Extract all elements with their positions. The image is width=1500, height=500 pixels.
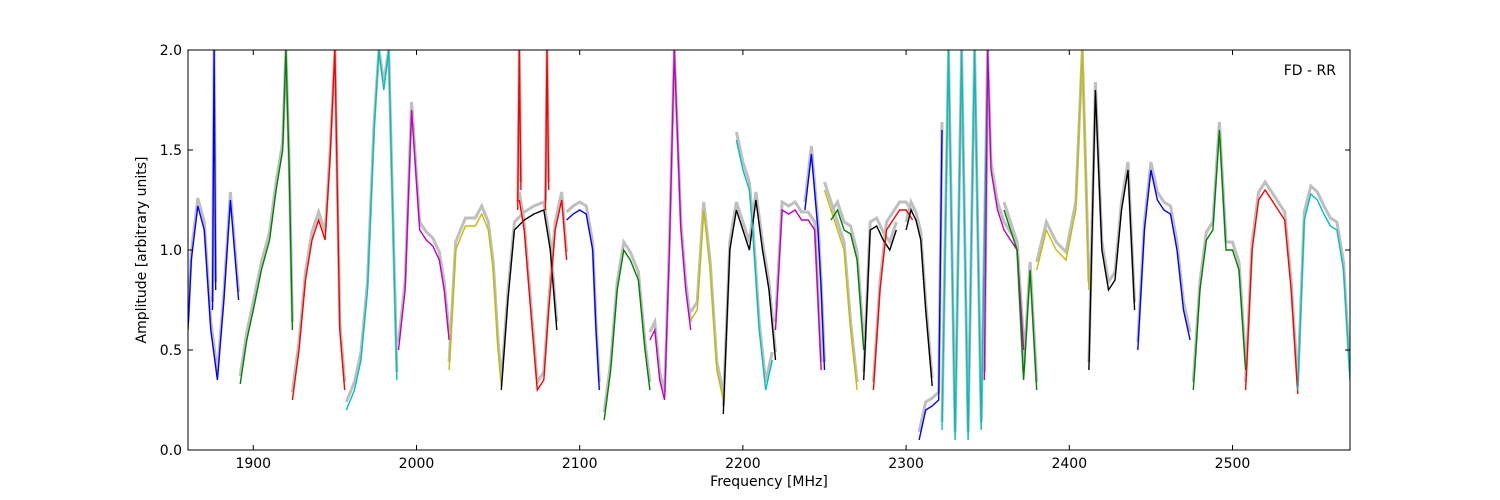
series-line-20 — [823, 189, 858, 391]
series-line-6 — [397, 109, 450, 351]
series-line-30 — [1088, 89, 1136, 371]
series-line-33 — [1244, 188, 1299, 395]
series-line-25 — [918, 129, 943, 441]
y-tick-label: 1.0 — [160, 243, 182, 259]
x-tick-label: 2500 — [1215, 456, 1251, 472]
series-line-1 — [188, 199, 240, 381]
series-line-12 — [566, 209, 600, 391]
background-trace-18 — [774, 199, 823, 363]
series-line-28 — [1003, 209, 1038, 391]
y-axis-ticks: 0.0 0.5 1.0 1.5 2.0 — [160, 43, 1350, 459]
background-trace-16 — [721, 191, 777, 407]
chart-annotation: FD - RR — [1284, 63, 1337, 79]
series-line-19 — [804, 153, 826, 371]
y-tick-label: 0.0 — [160, 443, 182, 459]
x-tick-label: 2200 — [725, 456, 761, 472]
background-trace-23 — [871, 200, 914, 383]
background-trace-8 — [499, 199, 559, 383]
series-line-9 — [518, 199, 568, 393]
x-tick-label: 2400 — [1051, 456, 1087, 472]
x-tick-label: 2300 — [888, 456, 924, 472]
series-line-15 — [690, 209, 724, 401]
y-axis-label: Amplitude [arbitrary units] — [134, 157, 150, 344]
series-line-31 — [1137, 169, 1191, 351]
series-line-24 — [905, 207, 933, 387]
series-line-4 — [291, 50, 346, 401]
background-trace-15 — [689, 201, 725, 393]
series-line-18 — [774, 208, 822, 371]
background-trace-20 — [823, 181, 859, 383]
series-line-11 — [544, 50, 550, 211]
x-tick-label: 2100 — [562, 456, 598, 472]
series-line-34 — [1297, 192, 1350, 391]
series-line-17 — [735, 139, 773, 391]
background-trace-33 — [1244, 179, 1300, 387]
series-line-7 — [448, 212, 502, 387]
series-line-5 — [345, 50, 398, 411]
series-group — [188, 50, 1350, 441]
series-line-23 — [872, 209, 914, 391]
series-line-32 — [1192, 129, 1247, 391]
background-trace-31 — [1136, 161, 1192, 343]
series-line-29 — [1036, 50, 1090, 291]
series-line-8 — [500, 209, 558, 391]
series-line-16 — [722, 199, 777, 415]
series-line-10 — [517, 50, 522, 211]
series-line-22 — [863, 224, 897, 381]
y-tick-label: 1.5 — [160, 143, 182, 159]
y-tick-label: 0.5 — [160, 343, 182, 359]
series-line-14 — [649, 50, 692, 401]
background-trace-34 — [1296, 183, 1350, 383]
x-tick-label: 2000 — [399, 456, 435, 472]
series-line-3 — [239, 50, 294, 385]
y-tick-label: 2.0 — [160, 43, 182, 59]
x-tick-label: 1900 — [235, 456, 271, 472]
series-line-13 — [603, 248, 651, 421]
series-line-21 — [830, 208, 865, 351]
series-line-2 — [211, 50, 217, 311]
series-line-26 — [941, 50, 989, 441]
x-axis-label: Frequency [MHz] — [710, 474, 828, 490]
x-axis-ticks: 1900 2000 2100 2200 2300 2400 2500 — [235, 50, 1250, 472]
background-trace-32 — [1191, 121, 1248, 383]
background-trace-29 — [1035, 50, 1091, 283]
